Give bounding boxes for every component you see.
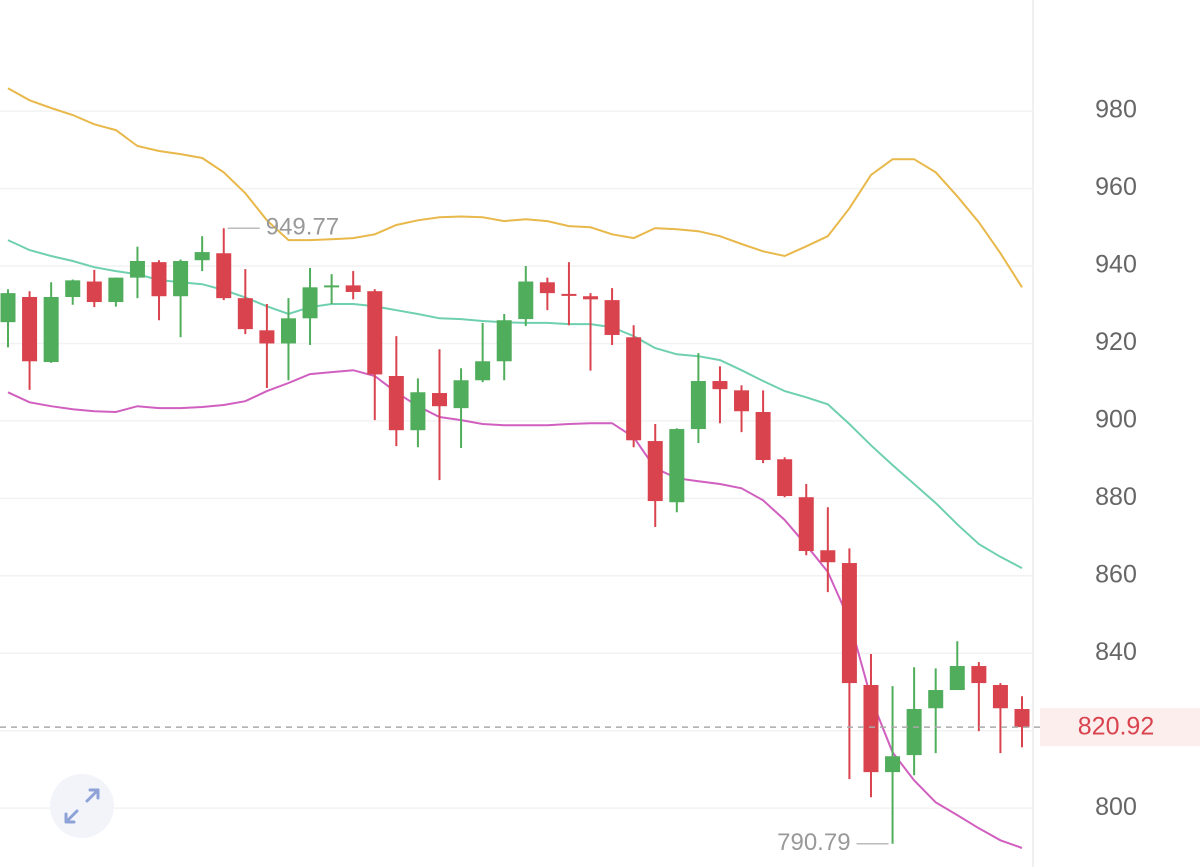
candles xyxy=(0,228,1030,844)
candle-body xyxy=(734,390,750,412)
last-price-label: 820.92 xyxy=(1078,713,1154,741)
candle-body xyxy=(345,285,361,292)
grid xyxy=(0,110,1033,809)
candle-body xyxy=(712,381,728,390)
candle-body xyxy=(324,285,340,288)
candle-body xyxy=(388,375,404,431)
candle-body xyxy=(431,393,447,407)
high-label: 949.77 xyxy=(266,214,339,241)
candle-body xyxy=(259,330,275,344)
candle-body xyxy=(820,550,836,563)
candle-body xyxy=(669,429,685,503)
y-tick-label: 920 xyxy=(1095,328,1137,356)
candle-body xyxy=(885,756,901,773)
candle-body xyxy=(928,690,944,709)
band-line xyxy=(7,369,1023,849)
candle-body xyxy=(690,381,706,430)
candle-body xyxy=(992,685,1008,709)
candle-body xyxy=(216,253,232,299)
labels: 800820840860880900920940960980949.77790.… xyxy=(0,96,1200,856)
y-tick-label: 860 xyxy=(1095,560,1137,588)
y-tick-label: 960 xyxy=(1095,173,1137,201)
candle-body xyxy=(841,563,857,684)
candle-body xyxy=(43,297,59,363)
candle-body xyxy=(604,300,620,335)
low-label: 790.79 xyxy=(777,829,850,856)
candle-body xyxy=(237,298,253,330)
candle-body xyxy=(410,392,426,431)
candle-body xyxy=(949,666,965,691)
candle-body xyxy=(173,260,189,297)
candle-body xyxy=(906,709,922,756)
expand-icon[interactable] xyxy=(64,788,100,824)
candle-body xyxy=(302,287,318,319)
y-tick-label: 840 xyxy=(1095,638,1137,666)
candle-body xyxy=(798,497,814,552)
candle-body xyxy=(367,291,383,375)
candle-body xyxy=(777,459,793,497)
band-line xyxy=(7,87,1023,288)
candle-body xyxy=(583,296,599,300)
candle-body xyxy=(475,361,491,381)
y-tick-label: 940 xyxy=(1095,251,1137,279)
y-tick-label: 800 xyxy=(1095,793,1137,821)
candle-body xyxy=(647,441,663,502)
candle-body xyxy=(129,260,145,278)
candle-body xyxy=(518,281,534,320)
candle-body xyxy=(561,293,577,296)
candle-body xyxy=(22,297,38,362)
candle-body xyxy=(539,282,555,294)
candle-body xyxy=(0,293,16,323)
candle-body xyxy=(863,685,879,773)
candle-body xyxy=(151,262,167,297)
candle-body xyxy=(971,666,987,684)
candle-body xyxy=(194,252,210,261)
candle-body xyxy=(453,380,469,409)
candle-body xyxy=(496,320,512,362)
y-tick-label: 980 xyxy=(1095,96,1137,124)
candle-body xyxy=(755,412,771,461)
candle-body xyxy=(1014,709,1030,728)
candle-body xyxy=(280,318,296,344)
candle-body xyxy=(108,277,124,303)
candle-body xyxy=(86,281,102,303)
expand-button-bg[interactable] xyxy=(50,774,114,838)
y-tick-label: 900 xyxy=(1095,406,1137,434)
candle-body xyxy=(626,337,642,441)
y-tick-label: 880 xyxy=(1095,483,1137,511)
candle-body xyxy=(65,280,81,298)
last-price-box xyxy=(1040,708,1200,747)
expand-button[interactable] xyxy=(50,774,114,838)
